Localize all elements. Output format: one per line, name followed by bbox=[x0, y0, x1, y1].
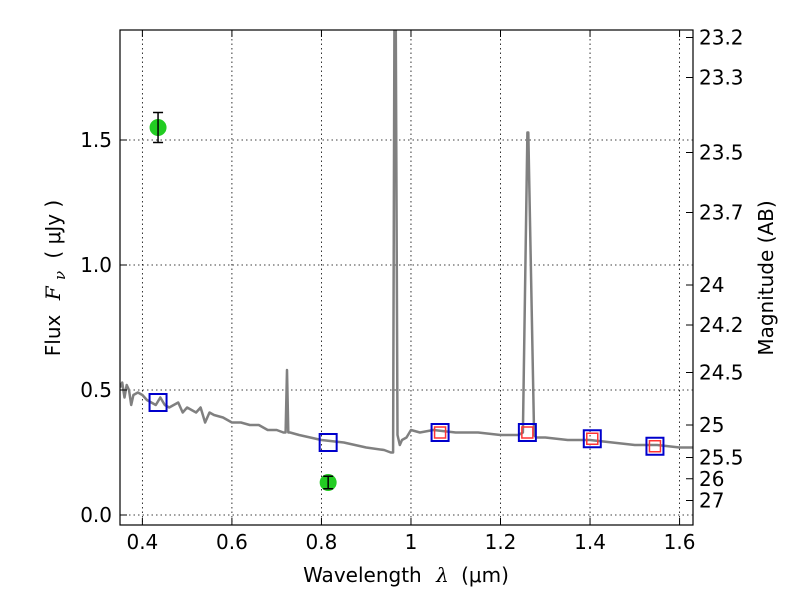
plot-area bbox=[119, 29, 694, 526]
observed-photometry-square bbox=[521, 426, 534, 439]
x-tick-label: 1.4 bbox=[574, 530, 606, 554]
spectrum-line bbox=[120, 30, 693, 454]
x-tick-label: 1.6 bbox=[664, 530, 696, 554]
x-tick-label: 0.6 bbox=[216, 530, 248, 554]
y-axis-label-unit: ( μJy ) bbox=[41, 200, 65, 259]
x-tick-label: 1.2 bbox=[485, 530, 517, 554]
y-tick-label: 1.0 bbox=[80, 253, 112, 277]
x-tick-label: 0.8 bbox=[306, 530, 338, 554]
y2-tick-label: 23.5 bbox=[699, 141, 744, 165]
x-axis-label-symbol: λ bbox=[435, 563, 449, 587]
y-axis-label-prefix: Flux bbox=[41, 314, 65, 356]
series-layer bbox=[120, 30, 693, 491]
observed-photometry-square bbox=[586, 432, 599, 445]
model-photometry-square bbox=[430, 423, 450, 442]
y2-tick-label: 25 bbox=[699, 413, 724, 437]
x-axis-label-prefix: Wavelength bbox=[303, 563, 422, 587]
model-photometry-square bbox=[582, 429, 602, 449]
y-axis-label-subscript: ν bbox=[51, 271, 69, 280]
y2-axis-label: Magnitude (AB) bbox=[754, 200, 778, 355]
y-axis: 0.0 0.5 1.0 1.5 bbox=[80, 128, 127, 527]
y-axis-label: Flux F ν ( μJy ) bbox=[41, 200, 70, 356]
model-photometry-square bbox=[645, 436, 665, 456]
y2-tick-label: 24.2 bbox=[699, 313, 744, 337]
y2-tick-label: 27 bbox=[699, 489, 724, 513]
x-tick-label: 0.4 bbox=[126, 530, 158, 554]
y2-tick-label: 23.7 bbox=[699, 201, 744, 225]
x-axis-label: Wavelength λ (μm) bbox=[303, 563, 509, 587]
y-axis-label-symbol: F bbox=[41, 285, 65, 301]
y2-tick-label: 23.3 bbox=[699, 66, 744, 90]
y2-tick-label: 24.5 bbox=[699, 361, 744, 385]
y2-tick-label: 25.5 bbox=[699, 446, 744, 470]
y-tick-label: 1.5 bbox=[80, 128, 112, 152]
x-axis-label-unit: (μm) bbox=[461, 563, 509, 587]
x-tick-label: 1 bbox=[405, 530, 418, 554]
y-tick-label: 0.0 bbox=[80, 503, 112, 527]
y2-tick-label: 24 bbox=[699, 273, 724, 297]
observed-photometry-square bbox=[433, 426, 447, 439]
x-axis: 0.4 0.6 0.8 1 1.2 1.4 1.6 bbox=[126, 30, 695, 554]
gridlines bbox=[120, 30, 693, 525]
model-photometry-square bbox=[517, 423, 537, 442]
y2-tick-label: 26 bbox=[699, 467, 724, 491]
plot-frame bbox=[120, 30, 693, 525]
y-tick-label: 0.5 bbox=[80, 378, 112, 402]
model-photometry-square bbox=[148, 393, 168, 412]
y2-tick-label: 23.2 bbox=[699, 26, 744, 50]
model-photometry-square bbox=[318, 433, 338, 452]
observed-photometry-square bbox=[648, 440, 662, 453]
plot-border bbox=[119, 29, 694, 526]
